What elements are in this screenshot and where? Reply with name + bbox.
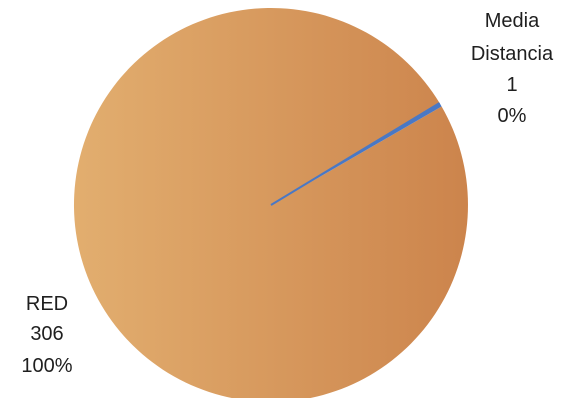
- label-red-percent: 100%: [21, 355, 72, 377]
- label-red-name: RED: [26, 293, 68, 315]
- label-md-percent: 0%: [498, 105, 527, 127]
- data-label-media-distancia: Media Distancia 1 0%: [471, 10, 554, 127]
- label-red-value: 306: [30, 323, 63, 345]
- label-md-name-line2: Distancia: [471, 43, 554, 65]
- pie-slice-edge-media-distancia: [270, 102, 441, 206]
- pie-slices: [73, 7, 468, 402]
- label-md-value: 1: [506, 74, 517, 96]
- pie-slice-red: [73, 7, 468, 402]
- label-md-name-line1: Media: [485, 10, 540, 32]
- data-label-red: RED 306 100%: [21, 293, 72, 377]
